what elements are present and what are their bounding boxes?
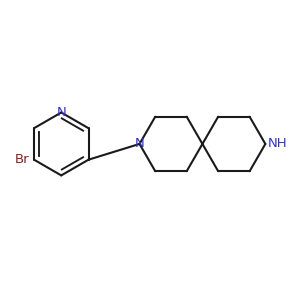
Text: Br: Br (15, 153, 29, 166)
Text: N: N (135, 137, 144, 150)
Text: NH: NH (267, 137, 287, 150)
Text: N: N (56, 106, 66, 119)
